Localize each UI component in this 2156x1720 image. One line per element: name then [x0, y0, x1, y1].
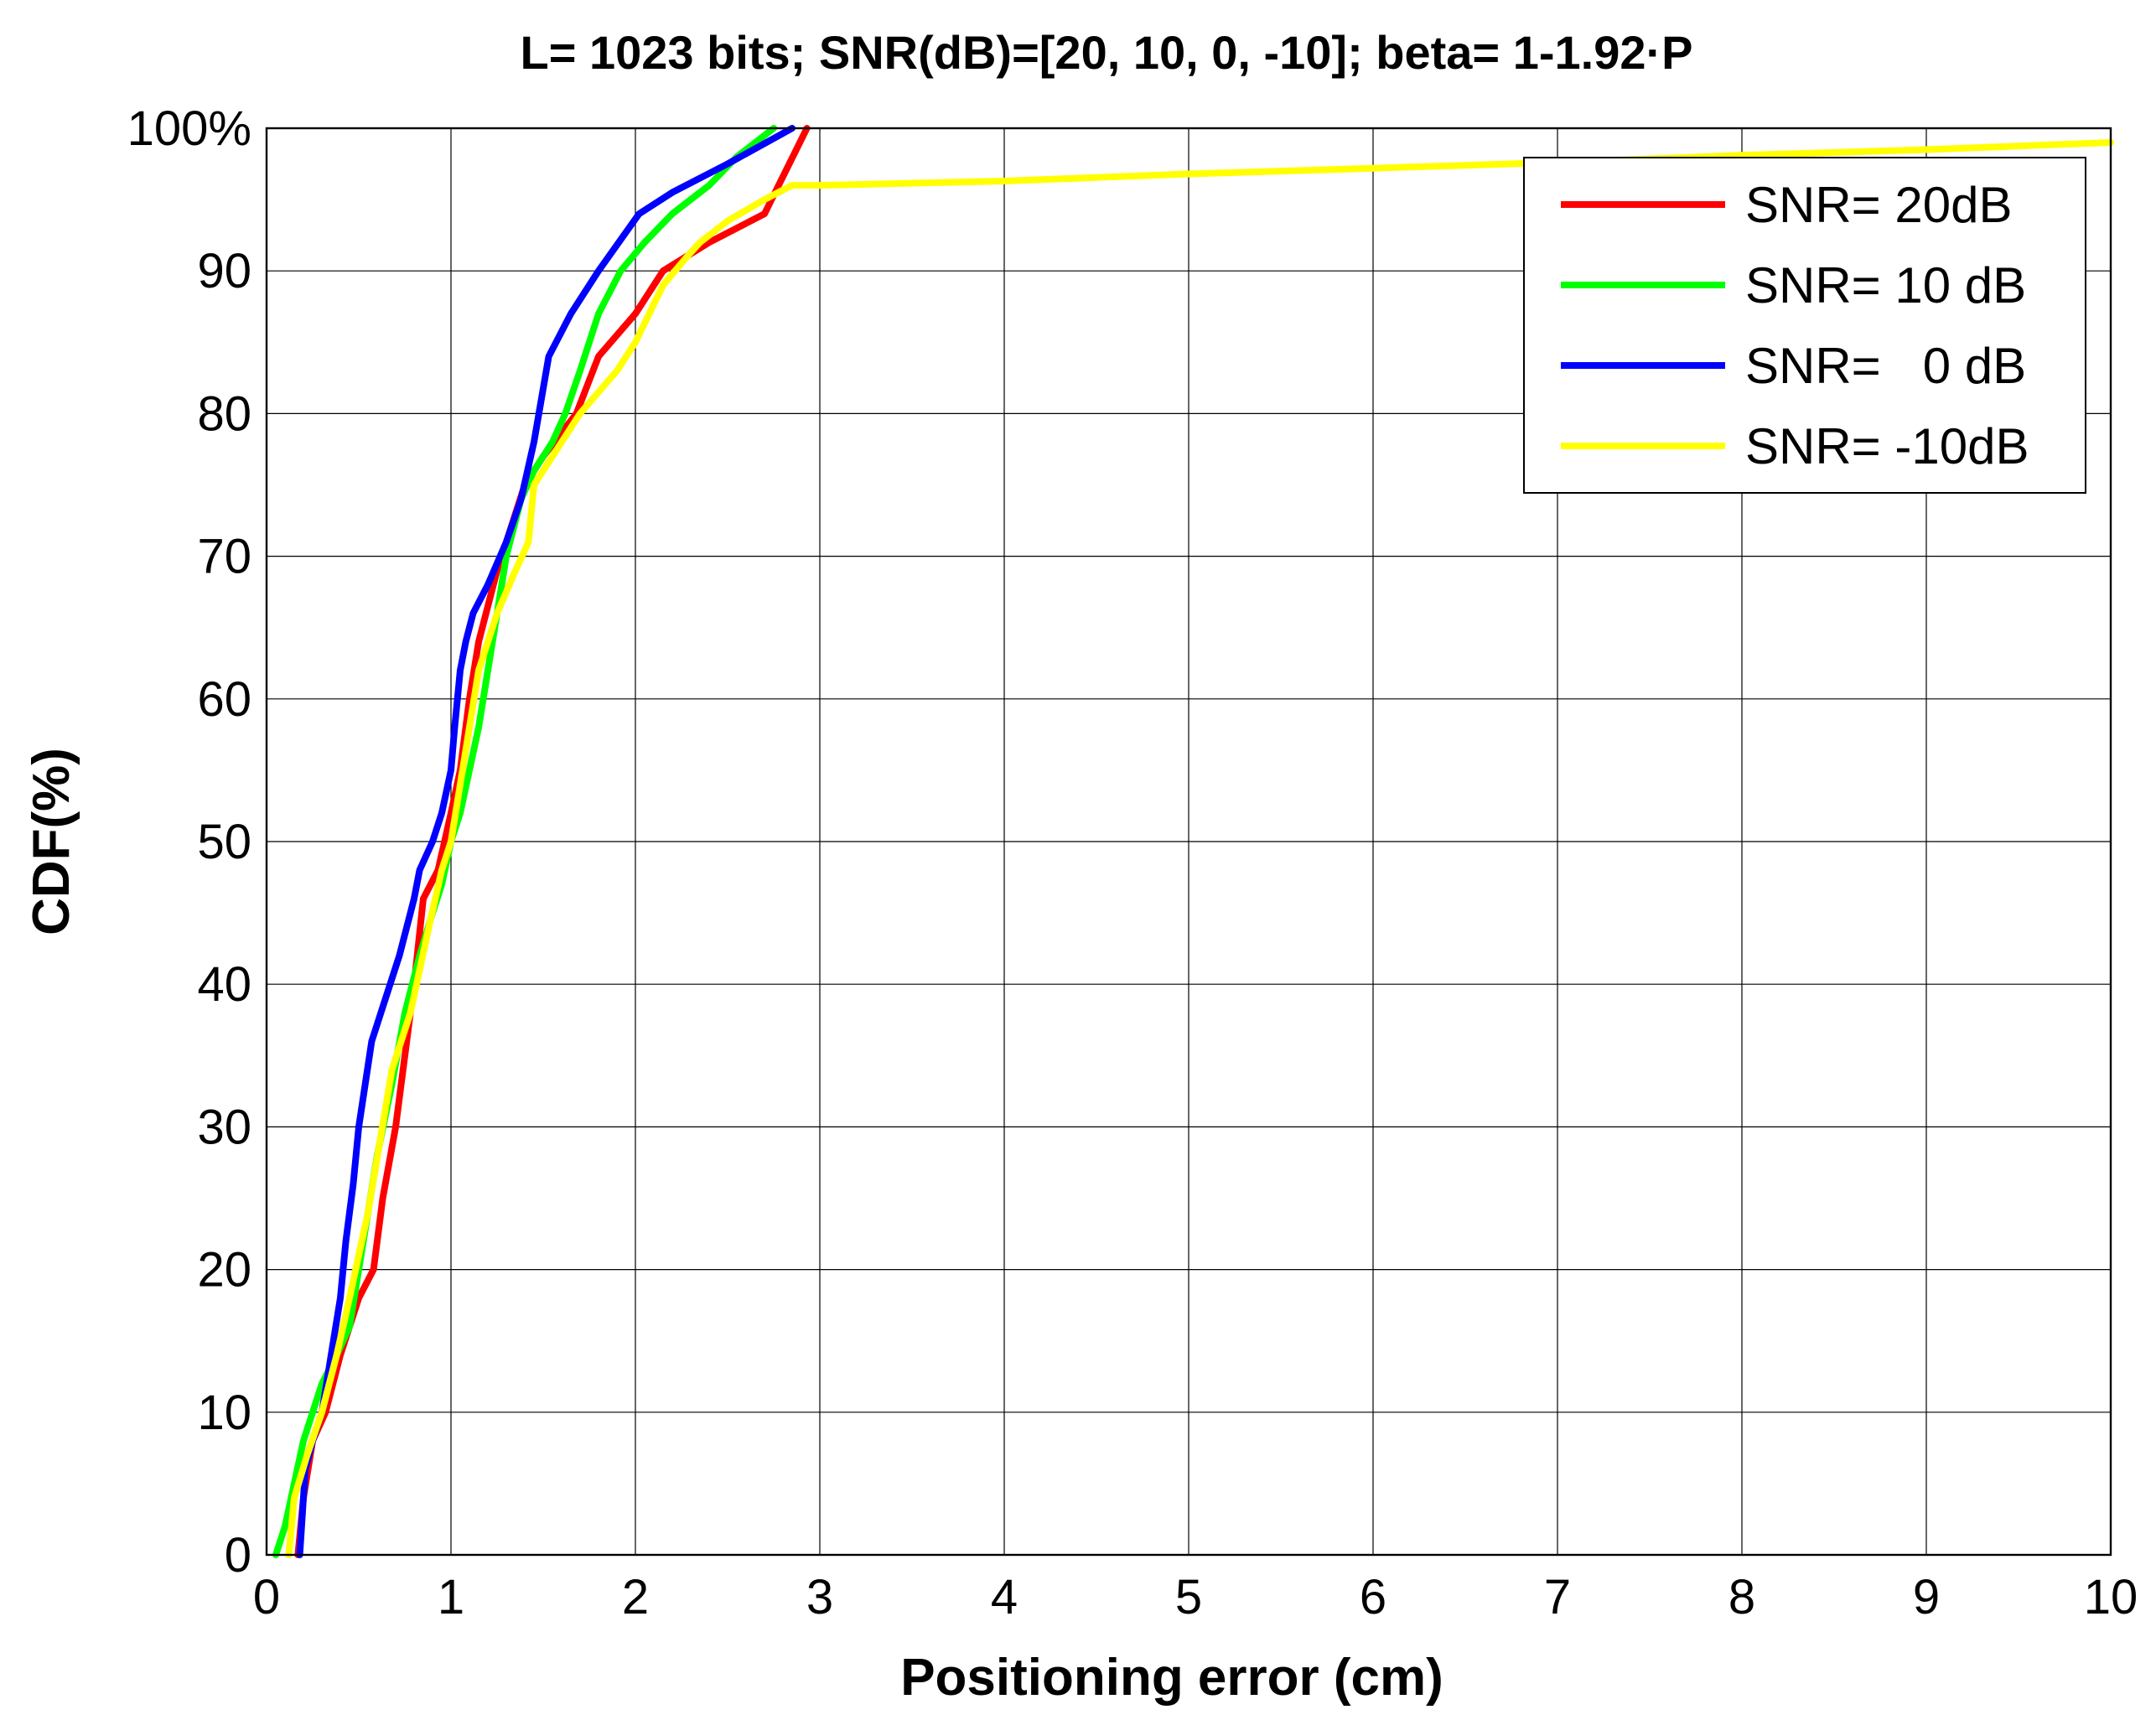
y-axis-label: CDF(%) — [23, 748, 80, 935]
x-tick-label: 10 — [2084, 1570, 2138, 1624]
x-tick-label: 0 — [253, 1570, 280, 1624]
series-line-3 — [285, 139, 2114, 1558]
x-axis-label: Positioning error (cm) — [900, 1649, 1443, 1707]
x-tick-label: 8 — [1728, 1570, 1755, 1624]
legend-label-2: SNR= 0 dB — [1745, 338, 2026, 394]
x-tick-label: 7 — [1544, 1570, 1571, 1624]
y-tick-label: 60 — [197, 672, 251, 727]
legend-label-1: SNR= 10 dB — [1745, 257, 2026, 313]
y-tick-label: 40 — [197, 957, 251, 1012]
x-tick-label: 2 — [622, 1570, 649, 1624]
y-tick-label: 90 — [197, 244, 251, 298]
x-tick-label: 1 — [438, 1570, 464, 1624]
legend-label-3: SNR= -10dB — [1745, 418, 2029, 474]
chart-title: L= 1023 bits; SNR(dB)=[20, 10, 0, -10]; … — [521, 26, 1693, 79]
x-tick-label: 5 — [1175, 1570, 1202, 1624]
y-tick-label: 20 — [197, 1243, 251, 1298]
series-group — [272, 125, 2114, 1558]
plot-frame — [265, 127, 2112, 1557]
x-tick-label: 9 — [1913, 1570, 1940, 1624]
y-tick-label: 0 — [225, 1528, 251, 1583]
x-tick-label: 3 — [806, 1570, 833, 1624]
y-tick-label: 50 — [197, 815, 251, 869]
x-tick-label: 4 — [991, 1570, 1018, 1624]
y-tick-label: 100% — [127, 101, 251, 156]
x-tick-label: 6 — [1360, 1570, 1386, 1624]
y-tick-labels: 0 10 20 30 40 50 60 70 80 90 100% — [127, 101, 251, 1583]
y-tick-label: 30 — [197, 1100, 251, 1154]
y-tick-label: 10 — [197, 1386, 251, 1440]
y-tick-label: 80 — [197, 386, 251, 441]
legend-box — [1523, 157, 2086, 494]
x-tick-labels: 0 1 2 3 4 5 6 7 8 9 10 — [253, 1570, 2138, 1624]
legend-label-0: SNR= 20dB — [1745, 177, 2013, 233]
legend: SNR= 20dB SNR= 10 dB SNR= 0 dB SNR= -10dB — [1523, 157, 2086, 494]
y-tick-label: 70 — [197, 530, 251, 584]
